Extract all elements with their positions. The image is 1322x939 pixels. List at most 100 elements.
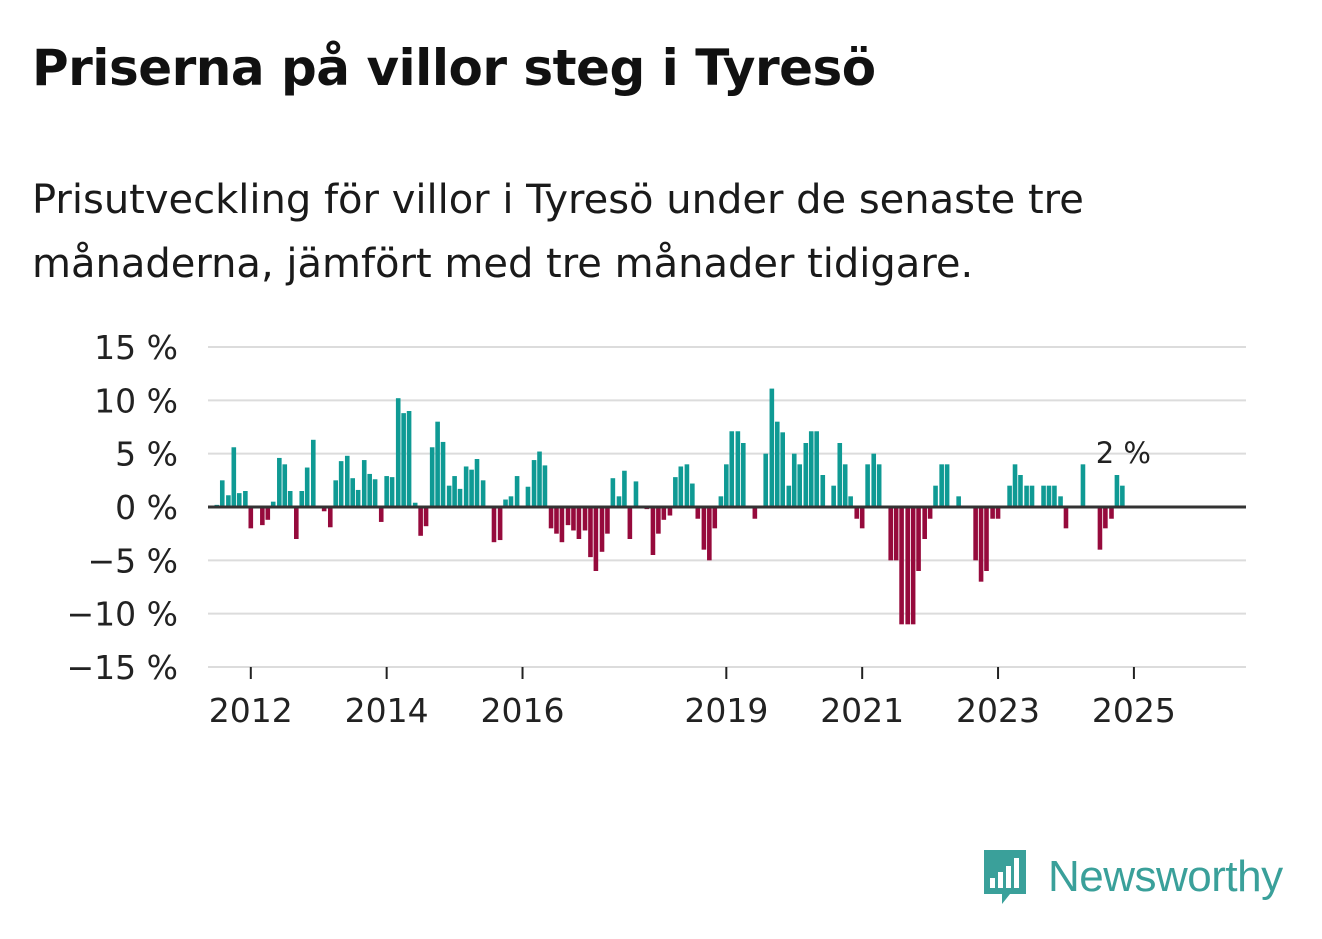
bar: [378, 507, 384, 522]
bar: [995, 507, 1001, 519]
bar: [367, 473, 372, 507]
y-tick-label: −5 %: [88, 541, 179, 580]
y-tick-label: −15 %: [67, 648, 179, 687]
bar: [503, 499, 508, 507]
bar: [797, 464, 802, 507]
bar: [786, 485, 792, 507]
y-axis-labels: 15 % 10 % 5 % 0 % −5 % −10 % −15 %: [67, 328, 179, 687]
bar: [990, 507, 995, 519]
bar: [548, 507, 554, 529]
bar: [1046, 485, 1052, 507]
bar: [837, 443, 843, 507]
bar: [707, 507, 712, 561]
bar: [854, 507, 860, 519]
bar: [333, 480, 339, 507]
bar: [916, 507, 921, 571]
bar: [718, 496, 724, 507]
bar: [922, 507, 927, 539]
bar: [673, 477, 678, 507]
bar: [684, 464, 690, 507]
y-tick-label: −10 %: [67, 595, 179, 634]
bar: [457, 488, 463, 507]
bar: [893, 507, 899, 561]
bar: [344, 455, 350, 507]
bar: [1041, 485, 1046, 507]
x-tick-label: 2012: [209, 691, 293, 730]
bar: [440, 441, 446, 507]
bar: [582, 507, 588, 531]
bar: [294, 507, 299, 539]
bar: [1109, 507, 1114, 519]
bar: [933, 485, 938, 507]
bar: [876, 464, 882, 507]
bar: [588, 507, 593, 558]
bar: [910, 507, 916, 625]
bar: [435, 421, 440, 507]
bar: [287, 491, 293, 507]
bar: [610, 478, 616, 507]
bar: [633, 481, 639, 507]
bar-chart: 15 %10 %5 %0 %−5 %−10 %−15 % 2012 2014 201…: [67, 328, 1246, 730]
bar: [219, 480, 225, 507]
bar: [571, 507, 576, 531]
bar: [1024, 485, 1029, 507]
bar: [406, 411, 412, 507]
x-tick-label: 2021: [820, 691, 904, 730]
bar: [491, 507, 497, 543]
newsworthy-logo-icon: [984, 850, 1026, 904]
bar: [939, 464, 944, 507]
bar: [248, 507, 254, 529]
bar: [735, 431, 741, 507]
bar: [1080, 464, 1086, 507]
bar: [474, 459, 480, 507]
bar: [327, 507, 333, 528]
bar: [1063, 507, 1069, 529]
bar: [627, 507, 633, 539]
bar: [452, 476, 457, 507]
bar: [1097, 507, 1103, 550]
bar: [690, 483, 695, 507]
bar: [661, 507, 667, 520]
bar: [1120, 485, 1125, 507]
bar: [463, 466, 469, 507]
bar: [384, 476, 389, 507]
bar: [537, 451, 542, 507]
bar: [338, 461, 344, 507]
bar: [497, 507, 503, 541]
bar: [656, 507, 661, 534]
bar: [282, 464, 288, 507]
bar: [650, 507, 656, 555]
bar: [814, 431, 819, 507]
bar: [599, 507, 605, 552]
bar: [260, 507, 265, 526]
bar: [701, 507, 707, 550]
x-axis: 2012 2014 2016 2019 2021 2023 2025: [208, 666, 1246, 730]
bar: [321, 507, 327, 512]
bar: [616, 496, 622, 507]
x-tick-label: 2025: [1092, 691, 1176, 730]
bar: [554, 507, 559, 534]
x-tick-label: 2019: [684, 691, 768, 730]
bar: [389, 477, 395, 507]
bar: [418, 507, 423, 536]
bar: [299, 491, 305, 507]
bar: [469, 469, 474, 507]
bar: [593, 507, 599, 571]
x-tick-label: 2014: [345, 691, 429, 730]
bar: [859, 507, 865, 529]
bar: [763, 453, 769, 507]
bar: [1007, 485, 1012, 507]
bar: [780, 432, 785, 507]
bar: [236, 493, 242, 507]
newsworthy-logo: Newsworthy: [980, 846, 1283, 908]
bar: [542, 465, 548, 507]
bar: [514, 476, 520, 507]
bar: [423, 507, 429, 527]
bar: [848, 496, 853, 507]
bar: [395, 398, 401, 507]
bar: [1029, 485, 1035, 507]
bar: [1018, 475, 1023, 507]
annotations: 2 %: [1096, 436, 1151, 470]
chart-subtitle: Prisutveckling för villor i Tyresö under…: [32, 177, 1084, 287]
bar: [978, 507, 984, 582]
